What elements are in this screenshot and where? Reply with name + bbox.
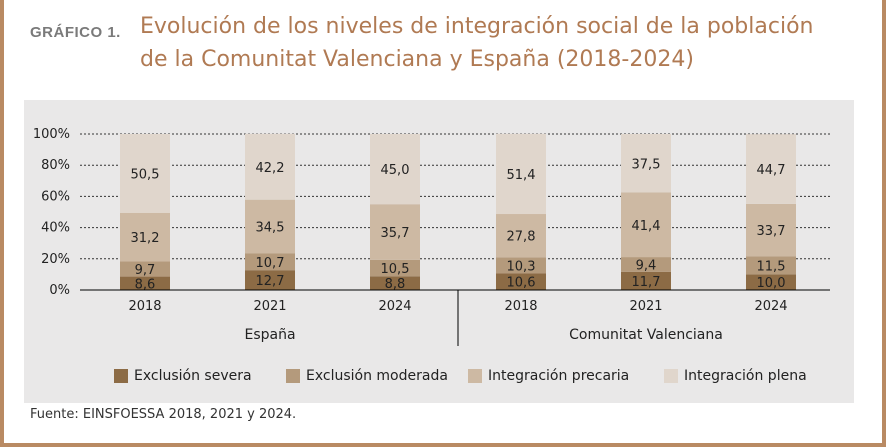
bar-segment (370, 134, 420, 205)
legend-item-exclusion-moderada: Exclusión moderada (286, 368, 448, 384)
x-tick-label: 2024 (378, 299, 411, 314)
bar-segment (746, 134, 796, 204)
data-label: 11,7 (632, 275, 661, 290)
data-label: 37,5 (632, 157, 661, 172)
legend-swatch-integracion-plena (664, 369, 678, 383)
bar-segment (120, 261, 170, 277)
legend-label-exclusion-moderada: Exclusión moderada (306, 368, 448, 384)
bar-segment (621, 271, 671, 290)
legend-item-integracion-precaria: Integración precaria (468, 368, 629, 384)
data-label: 10,7 (256, 256, 285, 271)
y-tick-label: 80% (41, 158, 70, 173)
y-tick-label: 40% (41, 221, 70, 236)
figure-label: GRÁFICO 1. (30, 24, 121, 41)
x-tick-label: 2018 (504, 299, 537, 314)
legend-item-integracion-plena: Integración plena (664, 368, 807, 384)
data-label: 12,7 (256, 274, 285, 289)
data-label: 35,7 (381, 226, 410, 241)
data-label: 10,0 (757, 276, 786, 291)
bar-segment (496, 273, 546, 290)
data-label: 9,4 (636, 258, 657, 273)
data-label: 50,5 (131, 167, 160, 182)
data-label: 8,6 (135, 277, 156, 292)
bar-segment (245, 133, 295, 200)
bar-segment (245, 270, 295, 290)
data-label: 42,2 (256, 161, 285, 176)
data-label: 10,3 (507, 259, 536, 274)
x-tick-label: 2024 (754, 299, 787, 314)
y-tick-label: 20% (41, 252, 70, 267)
data-label: 8,8 (385, 277, 406, 292)
x-tick-label: 2021 (253, 299, 286, 314)
bar-segment (370, 204, 420, 260)
bar-segment (370, 276, 420, 290)
legend-label-integracion-precaria: Integración precaria (488, 368, 630, 384)
data-label: 44,7 (757, 163, 786, 178)
data-label: 51,4 (507, 168, 536, 183)
legend-item-exclusion-severa: Exclusión severa (114, 368, 252, 384)
data-label: 10,6 (507, 276, 536, 291)
x-tick-label: 2021 (629, 299, 662, 314)
bar-segment (370, 259, 420, 277)
bar-segment (621, 134, 671, 193)
legend-swatch-integracion-precaria (468, 369, 482, 383)
data-label: 10,5 (381, 262, 410, 277)
x-tick-label: 2018 (128, 299, 161, 314)
legend-label-exclusion-severa: Exclusión severa (134, 368, 252, 384)
bar-segment (746, 203, 796, 257)
bar-segment (621, 192, 671, 258)
stacked-bar-chart: 0% 20% 40% 60% 80% 100% 8,69,7 31,2 50,5 2018 12,7… (33, 127, 830, 346)
data-label: 27,8 (507, 230, 536, 245)
group-label: Comunitat Valenciana (569, 327, 723, 343)
chart-title-line-2: de la Comunitat Valenciana y España (201… (140, 47, 694, 72)
data-label: 9,7 (135, 263, 156, 278)
y-tick-label: 60% (41, 189, 70, 204)
bar-segment (746, 256, 796, 275)
source-note: Fuente: EINSFOESSA 2018, 2021 y 2024. (30, 407, 297, 422)
bar-segment (496, 257, 546, 274)
bar-segment (746, 274, 796, 290)
y-tick-label: 100% (33, 127, 70, 142)
bar-segment (245, 199, 295, 254)
data-label: 11,5 (757, 259, 786, 274)
bar-segment (245, 253, 295, 271)
data-label: 31,2 (131, 231, 160, 246)
bar-segment (496, 214, 546, 258)
data-label: 41,4 (632, 219, 661, 234)
y-tick-label: 0% (49, 283, 70, 298)
bar-segment (120, 212, 170, 262)
chart-title-line-1: Evolución de los niveles de integración … (140, 14, 814, 39)
legend-swatch-exclusion-severa (114, 369, 128, 383)
bar-segment (621, 257, 671, 272)
group-label: España (244, 327, 295, 343)
bar-segment (496, 133, 546, 215)
data-label: 34,5 (256, 221, 285, 236)
bar-segment (120, 134, 170, 213)
legend-label-integracion-plena: Integración plena (684, 368, 807, 384)
data-label: 45,0 (381, 163, 410, 178)
bar-segment (120, 276, 170, 290)
data-label: 33,7 (757, 224, 786, 239)
legend-swatch-exclusion-moderada (286, 369, 300, 383)
